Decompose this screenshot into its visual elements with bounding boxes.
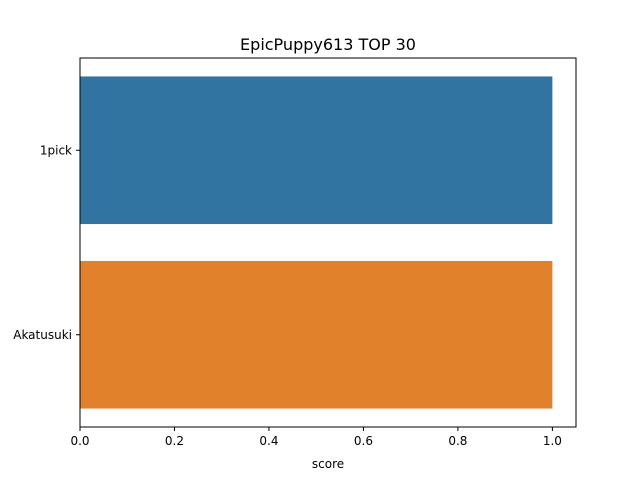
- y-axis-ticks: 1pick Akatusuki: [13, 143, 80, 342]
- x-tick-label: 1.0: [543, 434, 562, 448]
- x-tick-label: 0.6: [354, 434, 373, 448]
- plot-frame: [79, 57, 577, 428]
- x-axis-label: score: [312, 457, 344, 471]
- chart-title: EpicPuppy613 TOP 30: [240, 35, 416, 54]
- x-tick-label: 0.0: [70, 434, 89, 448]
- bar-akatusuki: [80, 260, 553, 409]
- y-tick-label: 1pick: [40, 143, 72, 157]
- x-axis-ticks: 0.0 0.2 0.4 0.6 0.8 1.0: [70, 427, 562, 448]
- x-tick-label: 0.4: [259, 434, 278, 448]
- y-tick-label: Akatusuki: [13, 328, 72, 342]
- bar-1pick: [80, 76, 553, 225]
- x-tick-label: 0.8: [448, 434, 467, 448]
- bars-group: [80, 76, 553, 409]
- x-tick-label: 0.2: [165, 434, 184, 448]
